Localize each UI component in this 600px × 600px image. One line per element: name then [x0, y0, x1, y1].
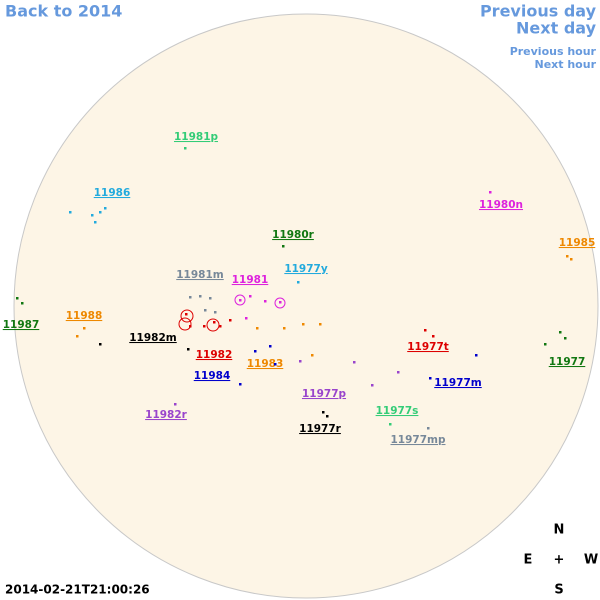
- sunspot: [185, 313, 188, 316]
- sunspot: [189, 296, 192, 299]
- sunspot: [94, 221, 97, 224]
- region-label: 11977y: [284, 263, 328, 275]
- previous-day-link[interactable]: Previous day: [480, 2, 597, 21]
- sunspot: [353, 361, 356, 364]
- sunspot: [249, 295, 252, 298]
- sunspot: [204, 309, 207, 312]
- sunspot: [397, 371, 400, 374]
- sunspot: [239, 383, 242, 386]
- sunspot: [16, 297, 19, 300]
- previous-hour-link[interactable]: Previous hour: [510, 45, 597, 58]
- region-label: 11982m: [129, 332, 177, 344]
- region-label: 11982: [196, 349, 233, 361]
- sunspot: [69, 211, 72, 214]
- sunspot: [203, 325, 206, 328]
- sunspot: [83, 327, 86, 330]
- sunspot-outline: [180, 309, 194, 323]
- sunspot: [566, 255, 569, 258]
- sunspot: [326, 415, 329, 418]
- region-label: 11983: [247, 358, 284, 370]
- sunspot: [564, 337, 567, 340]
- sunspot: [264, 300, 267, 303]
- sunspot: [209, 297, 212, 300]
- region-label: 11985: [559, 237, 596, 249]
- sunspot: [184, 147, 187, 150]
- timestamp: 2014-02-21T21:00:26: [5, 583, 150, 597]
- sunspot: [429, 377, 432, 380]
- solar-disk: [13, 13, 599, 599]
- region-label: 11977s: [376, 405, 419, 417]
- region-label: 11986: [94, 187, 131, 199]
- region-label: 11988: [66, 310, 103, 322]
- sunspot: [424, 329, 427, 332]
- sunspot: [214, 311, 217, 314]
- region-label: 11982r: [145, 409, 188, 421]
- sunspot: [311, 354, 314, 357]
- sunspot: [21, 302, 24, 305]
- sunspot: [297, 281, 300, 284]
- sunspot: [229, 319, 232, 322]
- sunspot: [99, 343, 102, 346]
- region-label: 11984: [194, 370, 231, 382]
- compass-south: S: [554, 583, 563, 598]
- sunspot: [283, 327, 286, 330]
- region-label: 11977r: [299, 423, 342, 435]
- compass-east: E: [524, 553, 533, 568]
- region-label: 11981p: [174, 131, 219, 143]
- back-link[interactable]: Back to 2014: [5, 2, 122, 21]
- region-label: 11980r: [272, 229, 315, 241]
- region-label: 11980n: [479, 199, 523, 211]
- sunspot: [187, 348, 190, 351]
- region-label: 11977mp: [391, 434, 446, 446]
- sunspot: [269, 345, 272, 348]
- sunspot: [319, 323, 322, 326]
- sunspot: [76, 335, 79, 338]
- sunspot: [245, 317, 248, 320]
- sunspot: [274, 363, 277, 366]
- compass-west: W: [584, 553, 598, 568]
- sunspot: [475, 354, 478, 357]
- region-label: 11981m: [176, 269, 224, 281]
- sunspot: [99, 211, 102, 214]
- region-label: 11977t: [407, 341, 449, 353]
- sunspot: [432, 335, 435, 338]
- sunspot: [256, 327, 259, 330]
- next-day-link[interactable]: Next day: [516, 19, 597, 38]
- sunspot: [322, 411, 325, 414]
- sunspot: [104, 207, 107, 210]
- sunspot: [559, 331, 562, 334]
- sunspot: [302, 323, 305, 326]
- sunspot: [489, 191, 492, 194]
- sunspot: [213, 321, 216, 324]
- next-hour-link[interactable]: Next hour: [535, 58, 597, 71]
- region-label: 11981: [232, 274, 269, 286]
- sunspot: [199, 295, 202, 298]
- region-label: 11987: [3, 319, 40, 331]
- sunspot: [279, 301, 282, 304]
- sunspot: [371, 384, 374, 387]
- sunspot: [239, 299, 242, 302]
- sunspot-outline: [206, 318, 220, 332]
- sunspot: [389, 423, 392, 426]
- compass-north: N: [554, 523, 565, 538]
- sunspot: [91, 214, 94, 217]
- region-label: 11977m: [434, 377, 482, 389]
- sunspot: [299, 360, 302, 363]
- sunspot: [254, 350, 257, 353]
- sunspot: [219, 325, 222, 328]
- region-label: 11977: [549, 356, 586, 368]
- sunspot-outline: [234, 294, 246, 306]
- sunspot: [174, 403, 177, 406]
- compass-center: +: [554, 553, 565, 568]
- sunspot: [282, 245, 285, 248]
- region-label: 11977p: [302, 388, 347, 400]
- sunspot: [570, 258, 573, 261]
- sunspot-outline: [274, 297, 286, 309]
- sunspot: [427, 427, 430, 430]
- sunspot-outline: [178, 317, 192, 331]
- sunspot: [544, 343, 547, 346]
